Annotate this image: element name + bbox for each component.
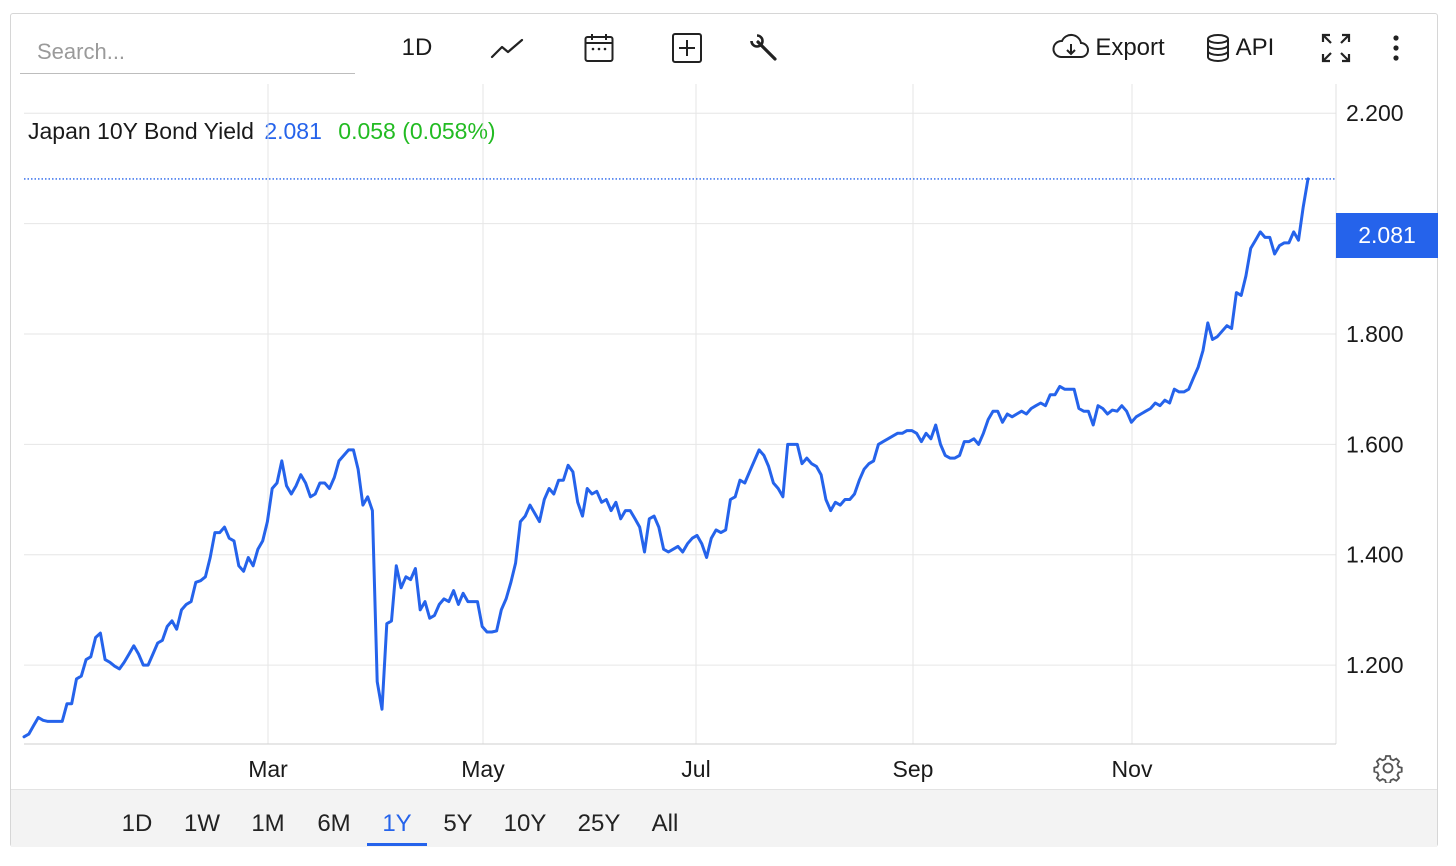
range-button-10y[interactable]: 10Y (503, 810, 547, 837)
api-label: API (1235, 34, 1275, 61)
y-tick-label: 2.200 (1346, 100, 1404, 126)
plus-square-icon[interactable] (666, 28, 708, 68)
y-tick-label: 1.200 (1346, 652, 1404, 678)
expand-icon[interactable] (1316, 28, 1356, 68)
range-button-1y[interactable]: 1Y (382, 810, 412, 837)
range-button-1m[interactable]: 1M (251, 810, 285, 837)
y-tick-label: 1.800 (1346, 321, 1404, 347)
wrench-icon[interactable] (744, 28, 784, 68)
instrument-change: 0.058 (0.058%) (338, 118, 496, 144)
range-button-1w[interactable]: 1W (184, 810, 220, 837)
y-tick-label: 1.400 (1346, 542, 1404, 568)
database-icon (1206, 34, 1229, 62)
search-input[interactable] (20, 30, 355, 74)
x-tick-label: May (461, 756, 505, 782)
x-tick-label: Mar (248, 756, 288, 782)
export-label: Export (1095, 34, 1165, 61)
api-button[interactable]: API (1200, 28, 1278, 68)
chart-widget-frame (10, 13, 1438, 847)
more-vertical-icon[interactable] (1384, 28, 1408, 68)
range-button-25y[interactable]: 25Y (577, 810, 621, 837)
range-selector (11, 789, 1437, 847)
y-tick-label: 1.600 (1346, 431, 1404, 457)
x-tick-label: Nov (1112, 756, 1153, 782)
line-chart-icon[interactable] (486, 28, 528, 68)
x-tick-label: Jul (681, 756, 710, 782)
range-button-5y[interactable]: 5Y (443, 810, 473, 837)
range-button-all[interactable]: All (651, 810, 679, 837)
last-price-tag: 2.081 (1336, 213, 1438, 258)
active-range-underline (367, 843, 427, 846)
instrument-price: 2.081 (264, 118, 322, 144)
gear-icon[interactable] (1373, 753, 1403, 785)
interval-label: 1D (401, 34, 433, 61)
calendar-icon[interactable] (578, 28, 620, 68)
series-line (22, 177, 1310, 739)
interval-button[interactable]: 1D (393, 28, 441, 68)
x-tick-label: Sep (893, 756, 934, 782)
chart-legend: Japan 10Y Bond Yield 2.081 0.058 (0.058%… (28, 118, 496, 145)
cloud-download-icon (1052, 33, 1090, 58)
range-button-6m[interactable]: 6M (317, 810, 351, 837)
instrument-name: Japan 10Y Bond Yield (28, 118, 254, 144)
export-button[interactable]: Export (1046, 28, 1170, 68)
range-button-1d[interactable]: 1D (121, 810, 153, 837)
